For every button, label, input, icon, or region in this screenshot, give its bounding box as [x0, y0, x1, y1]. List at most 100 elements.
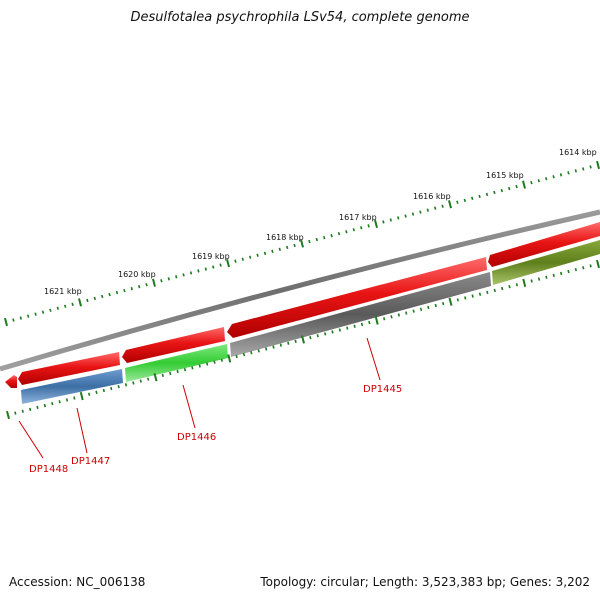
tick-mark — [434, 206, 437, 210]
genome-title: Desulfotalea psychrophila LSv54, complet… — [130, 10, 470, 25]
tick-mark — [138, 284, 141, 289]
tick-mark — [404, 214, 407, 218]
tick-mark — [574, 169, 577, 173]
tick-mark — [153, 373, 158, 382]
tick-mark — [515, 283, 518, 287]
tick-mark — [257, 349, 260, 353]
tick-mark — [308, 239, 311, 244]
tick-mark — [204, 267, 207, 271]
tick-mark — [545, 177, 548, 181]
tick-mark — [316, 334, 319, 338]
tick-mark — [331, 330, 334, 334]
tick-mark — [27, 314, 30, 318]
tick-mark — [49, 308, 52, 312]
tick-mark — [272, 345, 275, 349]
tick-mark — [493, 190, 496, 195]
tick-mark — [405, 311, 408, 315]
tick-mark — [390, 315, 393, 319]
tick-mark — [338, 328, 341, 332]
tick-mark — [175, 275, 178, 279]
gene-arrow — [18, 352, 120, 385]
tick-mark — [183, 367, 187, 372]
tick-mark — [58, 400, 61, 404]
tick-mark — [235, 354, 238, 359]
tick-mark — [383, 317, 386, 321]
tick-mark — [56, 306, 59, 310]
tick-mark — [286, 245, 289, 250]
gene-label-leaders — [18, 337, 381, 459]
tick-mark — [12, 318, 15, 322]
tick-mark — [73, 396, 76, 400]
tick-mark — [426, 208, 429, 212]
tick-mark — [249, 255, 252, 259]
tick-mark — [389, 218, 392, 222]
tick-mark — [360, 226, 363, 230]
tick-mark — [132, 381, 135, 385]
tick-mark — [110, 386, 113, 391]
tick-mark — [397, 216, 400, 220]
tick-mark — [169, 371, 172, 376]
tick-mark — [234, 259, 237, 263]
accession-text: Accession: NC_006138 — [9, 575, 146, 589]
tick-mark — [71, 302, 74, 307]
tick-mark — [471, 196, 474, 201]
tick-mark — [374, 219, 378, 228]
kbp-label: 1620 kbp — [118, 270, 156, 279]
gene-block-green — [125, 344, 228, 382]
gene-label: DP1446 — [177, 432, 216, 443]
gene-labels: DP1445 DP1446 DP1447 DP1448 — [29, 384, 402, 475]
tick-mark — [241, 257, 244, 261]
genome-backbone — [0, 209, 600, 372]
tick-mark — [324, 332, 327, 336]
tick-mark — [537, 179, 540, 183]
tick-mark — [315, 237, 318, 242]
tick-mark — [29, 407, 32, 411]
tick-mark — [167, 277, 170, 281]
tick-mark — [589, 264, 592, 268]
tick-mark — [427, 305, 430, 310]
forward-strand-genes — [5, 222, 600, 388]
tick-mark — [287, 341, 290, 345]
tick-mark — [463, 198, 466, 203]
tick-mark — [419, 307, 423, 312]
tick-mark — [434, 303, 437, 308]
tick-mark — [456, 298, 459, 302]
leader-line — [18, 420, 44, 459]
tick-mark — [567, 171, 570, 175]
tick-mark — [582, 167, 585, 171]
tick-mark — [65, 398, 69, 402]
tick-mark — [250, 351, 253, 355]
tick-mark — [191, 366, 194, 370]
genome-summary-text: Topology: circular; Length: 3,523,383 bp… — [260, 575, 590, 589]
tick-mark — [500, 188, 503, 193]
tick-mark — [352, 228, 355, 232]
kbp-label: 1615 kbp — [486, 171, 524, 180]
tick-mark — [93, 296, 96, 301]
tick-mark — [367, 224, 370, 228]
tick-mark — [147, 377, 150, 381]
tick-mark — [353, 324, 356, 328]
tick-mark — [478, 194, 481, 199]
leader-line — [76, 407, 88, 454]
tick-mark — [537, 277, 541, 281]
tick-mark — [189, 271, 193, 275]
kbp-label: 1614 kbp — [559, 148, 597, 157]
tick-mark — [486, 290, 489, 294]
tick-mark — [456, 200, 459, 204]
tick-mark — [397, 313, 400, 317]
tick-mark — [41, 310, 45, 314]
tick-mark — [51, 402, 54, 406]
tick-mark — [198, 364, 201, 368]
tick-mark — [412, 309, 415, 313]
leader-line — [182, 384, 196, 429]
tick-mark — [522, 278, 527, 288]
gene-arrow — [5, 375, 17, 388]
gene-label: DP1445 — [363, 384, 402, 395]
tick-mark — [567, 269, 570, 274]
tick-mark — [108, 292, 111, 297]
tick-mark — [478, 292, 482, 296]
kbp-labels: 1614 kbp 1615 kbp 1616 kbp 1617 kbp 1618… — [44, 148, 597, 296]
tick-mark — [6, 410, 10, 420]
tick-mark — [596, 160, 600, 170]
